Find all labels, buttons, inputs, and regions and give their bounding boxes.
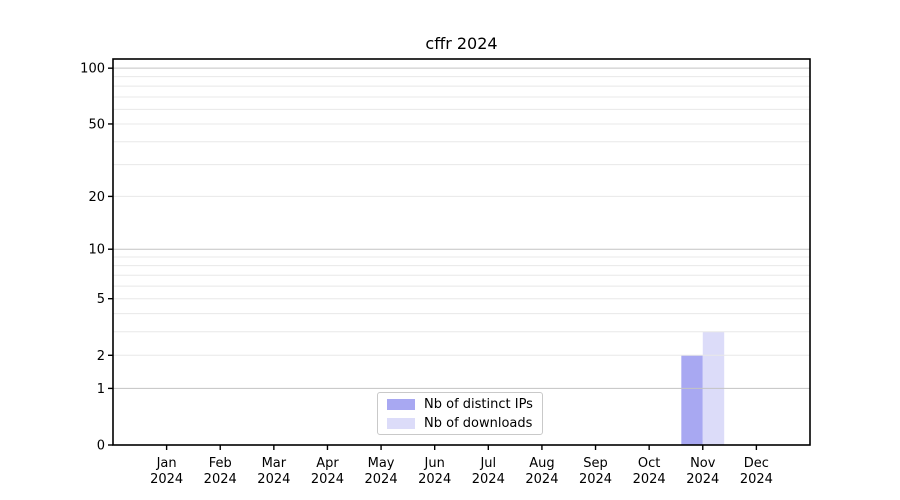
x-tick-label-month: Jun [424,456,445,471]
y-tick-label: 5 [97,292,105,307]
x-tick-label-month: Dec [744,456,769,471]
y-tick-label: 10 [88,243,105,258]
y-tick-label: 2 [97,349,105,364]
x-tick-label-month: Sep [583,456,608,471]
x-tick-label-month: Feb [209,456,232,471]
x-tick-label-month: Jul [479,456,496,471]
x-tick-label-year: 2024 [472,472,505,487]
legend-item-distinct-ips: Nb of distinct IPs [387,397,534,412]
x-tick-label-month: May [368,456,395,471]
y-tick-label: 100 [80,62,105,77]
x-tick-label-year: 2024 [150,472,183,487]
y-tick-label: 20 [88,190,105,205]
x-tick-label-year: 2024 [418,472,451,487]
chart-title: cffr 2024 [425,34,498,53]
legend-item-downloads: Nb of downloads [387,416,534,431]
legend-label-distinct-ips: Nb of distinct IPs [424,396,533,412]
x-tick-label-year: 2024 [686,472,719,487]
legend-swatch-downloads [387,417,415,429]
x-tick-label-year: 2024 [365,472,398,487]
legend: Nb of distinct IPs Nb of downloads [377,392,543,435]
legend-swatch-distinct-ips [387,398,415,410]
x-tick-label-year: 2024 [633,472,666,487]
x-tick-label-year: 2024 [740,472,773,487]
x-tick-label-month: Oct [638,456,660,471]
x-tick-label-month: Aug [529,456,554,471]
y-tick-label: 1 [97,382,105,397]
bar-nb-of-distinct-ips [681,355,703,445]
x-tick-label-year: 2024 [311,472,344,487]
y-tick-label: 0 [97,439,105,454]
x-tick-label-month: Nov [690,456,716,471]
x-tick-label-month: Mar [262,456,287,471]
axes-frame [112,58,811,446]
x-tick-label-month: Jan [156,456,177,471]
legend-label-downloads: Nb of downloads [424,415,533,431]
x-tick-label-year: 2024 [204,472,237,487]
x-tick-label-year: 2024 [579,472,612,487]
x-tick-label-year: 2024 [257,472,290,487]
x-tick-label-month: Apr [316,456,339,471]
y-tick-label: 50 [88,117,105,132]
x-tick-label-year: 2024 [525,472,558,487]
